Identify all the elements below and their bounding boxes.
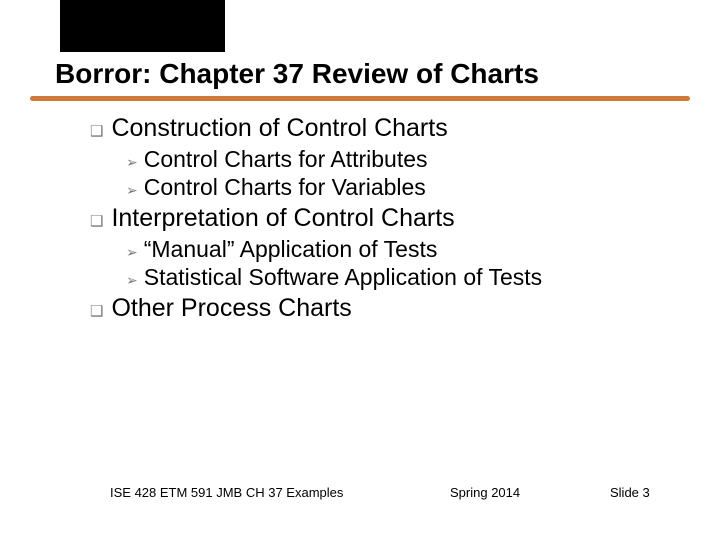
outline-subitem-label: Control Charts for Variables	[144, 174, 426, 201]
slide-title: Borror: Chapter 37 Review of Charts	[55, 58, 680, 90]
outline-subitem-label: Statistical Software Application of Test…	[144, 264, 542, 291]
triangle-bullet-icon: ➢	[126, 151, 138, 174]
title-underline	[30, 96, 690, 101]
outline-subitem: ➢ Statistical Software Application of Te…	[126, 264, 680, 292]
decorative-black-block	[60, 0, 225, 52]
square-bullet-icon: ❑	[90, 209, 103, 234]
outline-item-label: Construction of Control Charts	[111, 114, 447, 143]
triangle-bullet-icon: ➢	[126, 269, 138, 292]
outline-subitem-label: Control Charts for Attributes	[144, 146, 428, 173]
outline-item: ❑ Interpretation of Control Charts	[90, 204, 680, 234]
outline-content: ❑ Construction of Control Charts ➢ Contr…	[90, 112, 680, 326]
slide-footer: ISE 428 ETM 591 JMB CH 37 Examples Sprin…	[110, 485, 680, 500]
footer-right: Slide 3	[610, 485, 650, 500]
outline-item: ❑ Construction of Control Charts	[90, 114, 680, 144]
outline-item-label: Interpretation of Control Charts	[111, 204, 454, 233]
footer-left: ISE 428 ETM 591 JMB CH 37 Examples	[110, 485, 343, 500]
square-bullet-icon: ❑	[90, 119, 103, 144]
footer-mid: Spring 2014	[450, 485, 520, 500]
slide: Borror: Chapter 37 Review of Charts ❑ Co…	[0, 0, 720, 540]
outline-subitem: ➢ Control Charts for Variables	[126, 174, 680, 202]
outline-item: ❑ Other Process Charts	[90, 294, 680, 324]
outline-subitem-label: “Manual” Application of Tests	[144, 236, 438, 263]
outline-item-label: Other Process Charts	[111, 294, 351, 323]
square-bullet-icon: ❑	[90, 299, 103, 324]
triangle-bullet-icon: ➢	[126, 179, 138, 202]
outline-subitem: ➢ Control Charts for Attributes	[126, 146, 680, 174]
triangle-bullet-icon: ➢	[126, 241, 138, 264]
outline-subitem: ➢ “Manual” Application of Tests	[126, 236, 680, 264]
